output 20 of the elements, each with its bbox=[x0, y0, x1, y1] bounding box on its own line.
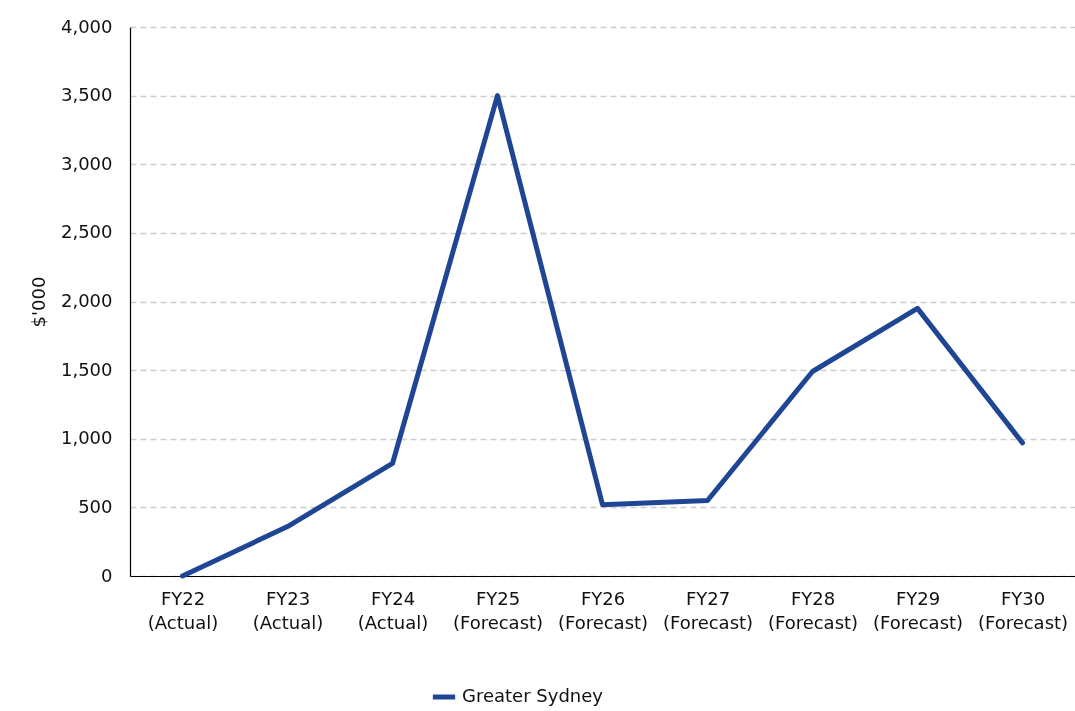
x-tick-label: FY26 (Forecast) bbox=[557, 587, 649, 633]
y-tick-label: 3,500 bbox=[60, 84, 113, 106]
y-tick-label: 1,500 bbox=[60, 358, 113, 380]
x-tick-label: FY28 (Forecast) bbox=[767, 587, 859, 633]
x-tick-label: FY23 (Actual) bbox=[252, 587, 324, 633]
x-tick-label: FY27 (Forecast) bbox=[662, 587, 754, 633]
x-tick-label: FY24 (Actual) bbox=[357, 587, 429, 633]
y-tick-label: 0 bbox=[101, 564, 113, 586]
y-tick-label: 2,000 bbox=[60, 290, 113, 311]
y-axis-title: $'000 bbox=[27, 276, 49, 328]
x-tick-label: FY30 (Forecast) bbox=[977, 587, 1069, 633]
y-tick-label: 2,500 bbox=[60, 221, 113, 243]
y-tick-label: 4,000 bbox=[60, 15, 113, 37]
y-tick-label: 3,000 bbox=[60, 152, 113, 174]
y-tick-label: 1,000 bbox=[60, 427, 113, 449]
legend-label: Greater Sydney bbox=[462, 685, 604, 706]
x-tick-label: FY22 (Actual) bbox=[147, 587, 219, 633]
x-tick-label: FY25 (Forecast) bbox=[452, 587, 544, 633]
y-tick-label: 500 bbox=[78, 495, 113, 517]
x-tick-label: FY29 (Forecast) bbox=[872, 587, 964, 633]
